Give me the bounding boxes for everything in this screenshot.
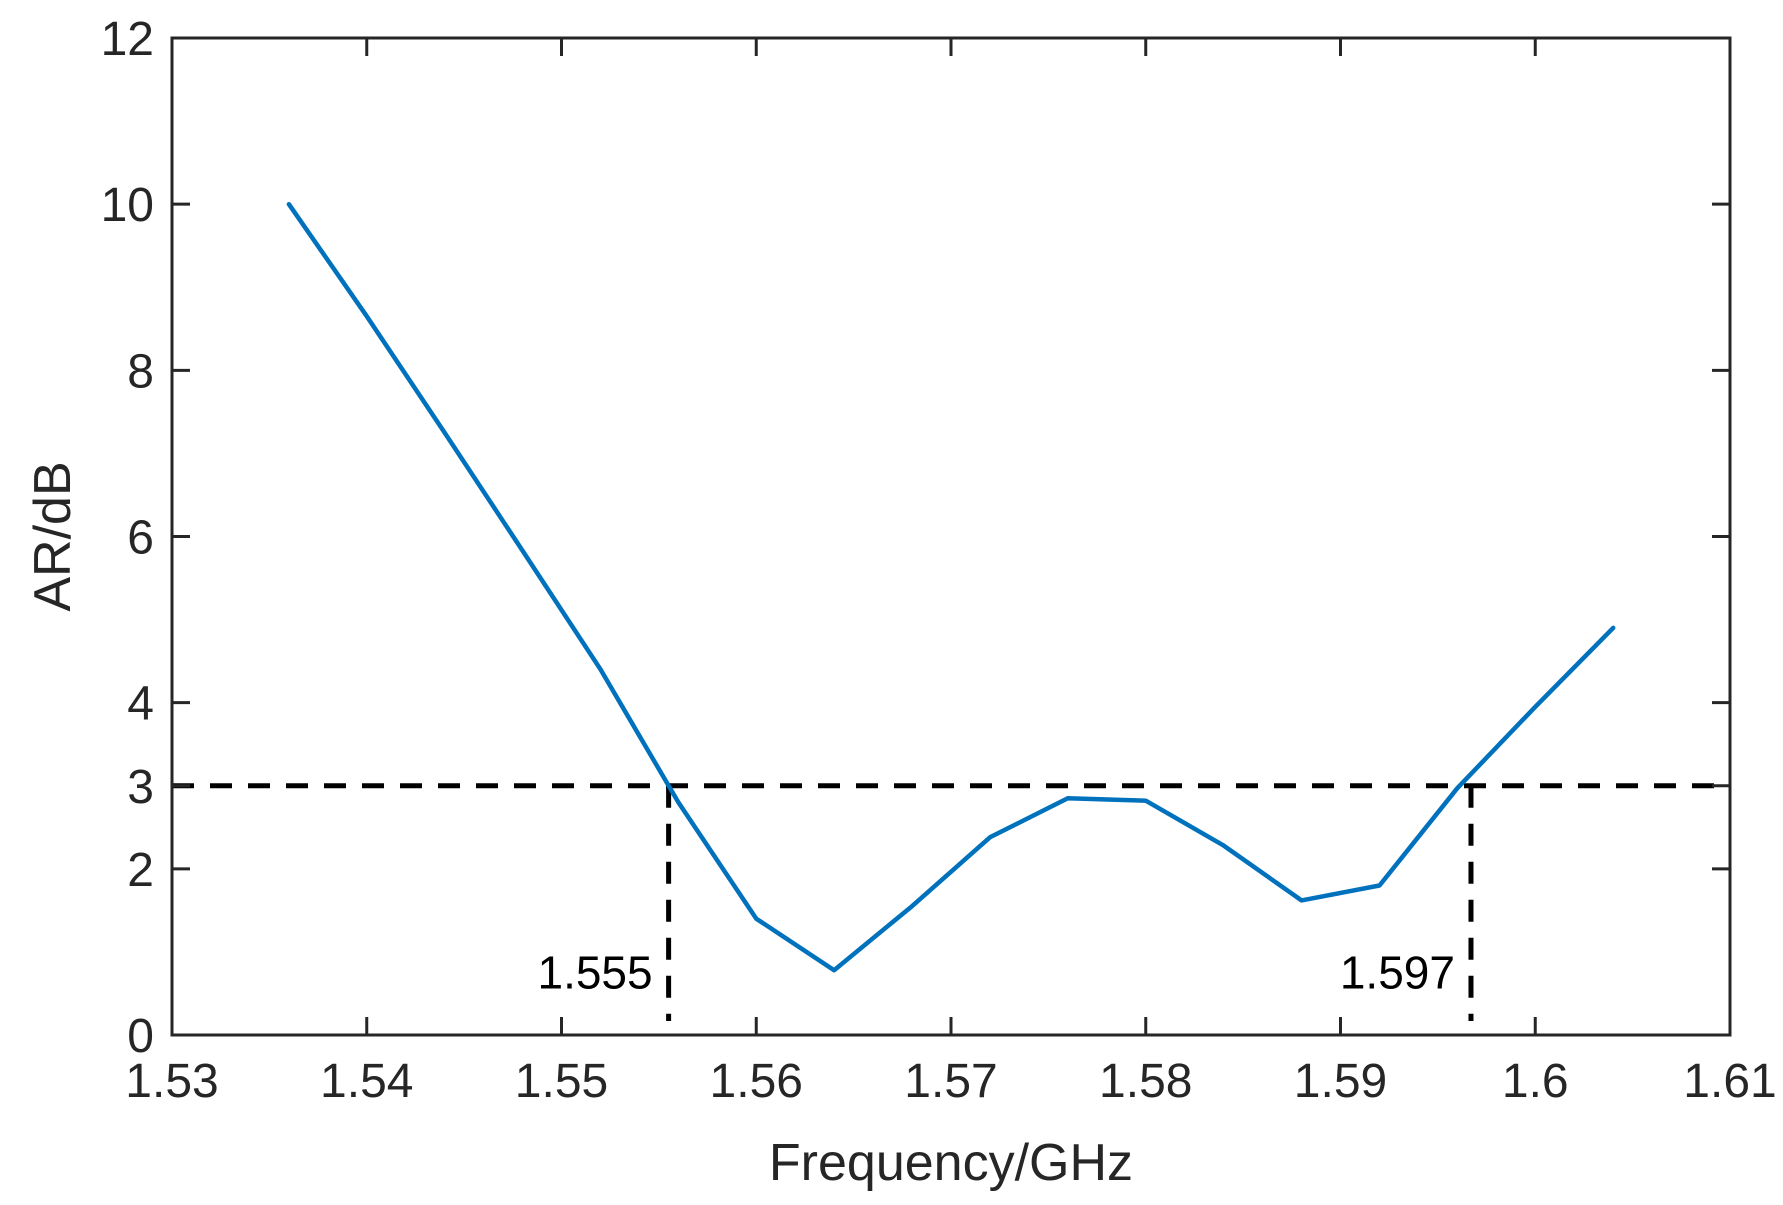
x-tick-label: 1.61 [1683,1055,1776,1108]
annotations: 1.555 1.597 [537,947,1454,999]
x-tick-label: 1.59 [1294,1055,1387,1108]
y-tick-label: 3 [127,761,154,814]
series-line-0 [286,201,1616,973]
annotation-label: 1.597 [1340,947,1455,999]
x-tick-label: 1.6 [1502,1055,1569,1108]
x-tick-label: 1.54 [320,1055,413,1108]
x-axis-label: Frequency/GHz [769,1134,1133,1192]
y-tick-label: 12 [101,13,154,66]
x-tick-label: 1.58 [1099,1055,1192,1108]
y-axis-label: AR/dB [24,461,82,611]
x-tick-label: 1.56 [710,1055,803,1108]
y-ticks: 0 2 3 4 6 8 10 12 [101,13,1730,1063]
y-tick-label: 0 [127,1010,154,1063]
x-ticks: 1.53 1.54 1.55 1.56 1.57 1.58 1.59 1.6 1.61 [125,38,1777,1108]
x-tick-label: 1.53 [125,1055,218,1108]
x-tick-label: 1.55 [515,1055,608,1108]
series-layer [286,201,1616,973]
axes [170,36,1732,1037]
y-tick-label: 10 [101,179,154,232]
y-tick-label: 8 [127,345,154,398]
plot-frame [170,36,1732,1037]
reference-lines [172,783,1730,1021]
y-tick-label: 2 [127,844,154,897]
annotation-label: 1.555 [537,947,652,999]
x-tick-label: 1.57 [904,1055,997,1108]
y-tick-label: 4 [127,678,154,731]
y-tick-label: 6 [127,512,154,565]
